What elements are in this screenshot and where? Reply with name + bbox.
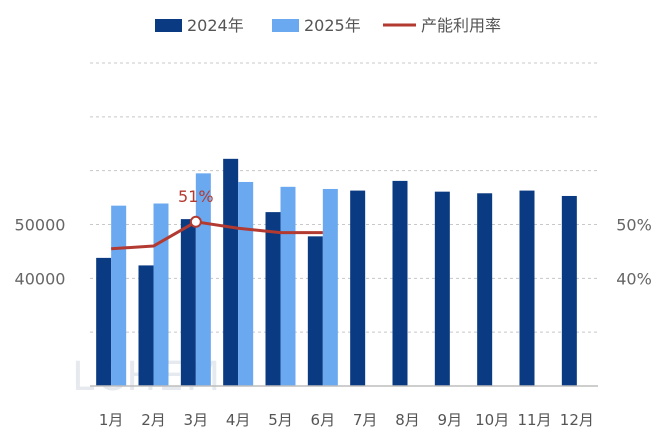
peak-annotation: 51% (178, 187, 214, 206)
bar-2025 (280, 186, 296, 386)
bar-2024 (392, 180, 408, 386)
left-tick-label: 40000 (15, 269, 66, 288)
x-tick-label: 12月 (560, 411, 594, 429)
legend-label-0: 2024年 (187, 16, 244, 35)
right-tick-label: 40% (616, 269, 652, 288)
bar-2025 (238, 181, 254, 386)
x-tick-label: 10月 (475, 411, 509, 429)
bar-2025 (195, 173, 211, 386)
axis-ticks: 40000 50000 40% 50% (15, 216, 652, 289)
grid-lines (90, 62, 598, 333)
x-tick-label: 2月 (141, 411, 166, 429)
x-tick-label: 11月 (517, 411, 551, 429)
bar-2025 (111, 205, 127, 386)
bar-2024 (223, 158, 239, 386)
bar-2025 (153, 203, 169, 386)
legend-label-1: 2025年 (304, 16, 361, 35)
bar-2025 (322, 188, 338, 386)
x-tick-label: 6月 (311, 411, 336, 429)
bar-2024 (265, 212, 281, 386)
utilization-line: 51% (111, 187, 323, 251)
bar-2024 (350, 190, 366, 386)
bar-2024 (477, 193, 493, 386)
legend-swatch-1 (272, 19, 299, 32)
bar-2024 (180, 219, 196, 386)
x-axis-labels: 1月 2月 3月 4月 5月 6月 7月 8月 9月 10月 11月 12月 (99, 411, 594, 429)
utilization-polyline (111, 220, 323, 251)
legend: 2024年 2025年 产能利用率 (155, 16, 501, 35)
x-tick-label: 3月 (184, 411, 209, 429)
right-tick-label: 50% (616, 216, 652, 235)
legend-swatch-0 (155, 19, 182, 32)
bar-2024 (138, 265, 154, 386)
x-tick-label: 5月 (268, 411, 293, 429)
bar-2024 (96, 257, 112, 386)
bar-2024 (434, 191, 450, 386)
left-tick-label: 50000 (15, 216, 66, 235)
peak-marker (189, 215, 202, 228)
x-tick-label: 7月 (353, 411, 378, 429)
legend-label-2: 产能利用率 (421, 16, 501, 35)
bar-2024 (519, 190, 535, 386)
x-tick-label: 1月 (99, 411, 124, 429)
x-tick-label: 4月 (226, 411, 251, 429)
bars (96, 158, 577, 386)
x-tick-label: 8月 (395, 411, 420, 429)
bar-2024 (561, 195, 577, 386)
bar-2024 (307, 236, 323, 386)
x-tick-label: 9月 (438, 411, 463, 429)
